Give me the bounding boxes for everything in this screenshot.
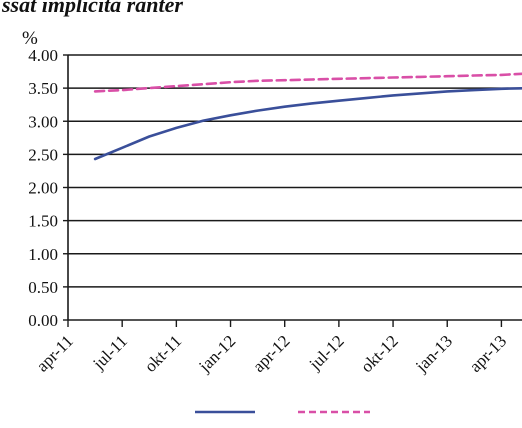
x-tick-label: apr-12 (249, 331, 294, 376)
y-tick-label: 2.00 (28, 179, 58, 198)
y-tick-label: 0.00 (28, 311, 58, 330)
y-tick-label: 1.50 (28, 212, 58, 231)
y-tick-label: 0.50 (28, 278, 58, 297)
chart-title: ssat implicita ranter (1, 0, 183, 17)
y-axis-unit: % (22, 28, 38, 49)
series-lines (93, 72, 522, 161)
x-tick-label: jan-13 (411, 331, 456, 376)
x-tick-label: apr-13 (466, 331, 511, 376)
axes (63, 54, 522, 327)
x-tick-label: jan-12 (195, 331, 240, 376)
x-tick-label: okt-12 (357, 331, 402, 376)
y-tick-label: 1.00 (28, 245, 58, 264)
x-tick-label: apr-11 (33, 331, 77, 375)
series-line-1 (93, 86, 522, 161)
y-tick-label: 4.00 (28, 46, 58, 65)
y-tick-label: 3.50 (28, 79, 58, 98)
gridlines (68, 54, 522, 288)
x-tick-labels: apr-11 jul-11 okt-11 jan-12 apr-12 jul-12 okt-… (33, 331, 511, 376)
x-tick-label: jul-12 (305, 331, 348, 374)
y-tick-label: 2.50 (28, 145, 58, 164)
y-tick-labels: 0.00 0.50 1.00 1.50 2.00 2.50 3.00 3.50 4.00 (28, 46, 58, 330)
y-tick-label: 3.00 (28, 112, 58, 131)
series-line-2 (93, 72, 522, 93)
x-tick-label: okt-11 (141, 331, 185, 375)
x-tick-label: jul-11 (89, 331, 131, 373)
